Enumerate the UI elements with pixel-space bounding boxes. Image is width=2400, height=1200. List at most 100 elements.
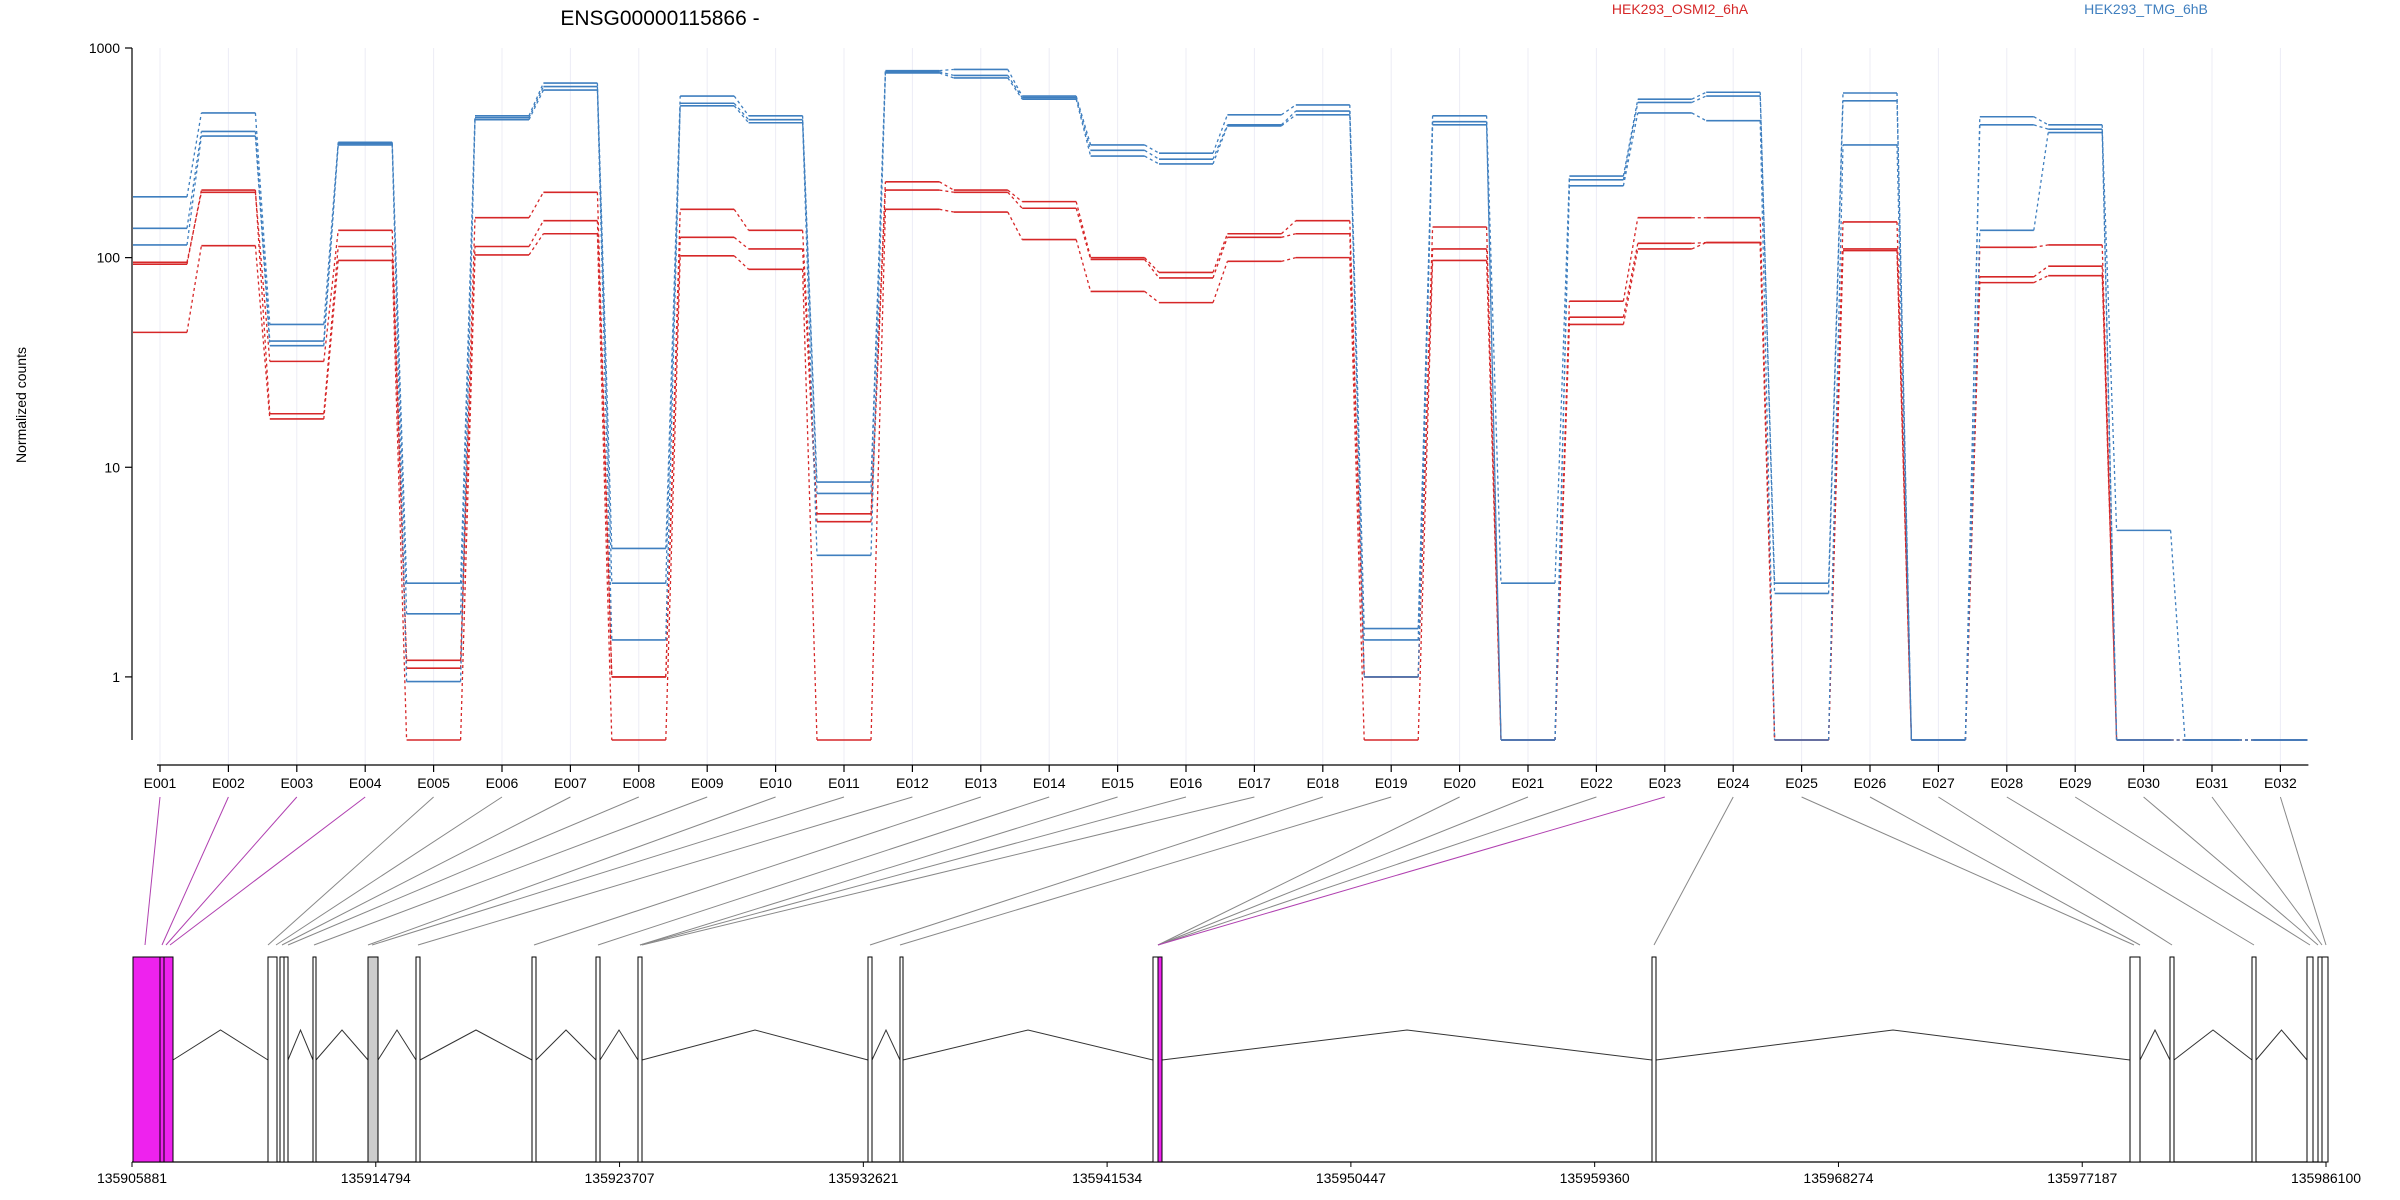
data-connector — [391, 144, 408, 682]
data-connector — [1281, 257, 1296, 262]
data-connector — [391, 246, 408, 669]
x-tick-label: E028 — [1990, 775, 2023, 791]
data-connector — [1691, 112, 1707, 122]
x-tick-label: E029 — [2059, 775, 2092, 791]
exon-box — [279, 956, 285, 1163]
data-connector — [2033, 244, 2049, 248]
x-tick-label: E007 — [554, 775, 587, 791]
data-connector — [1280, 220, 1297, 235]
x-tick-label: E011 — [828, 775, 860, 791]
data-connector — [596, 220, 613, 677]
intron-line — [377, 1029, 417, 1061]
data-connector — [939, 208, 954, 213]
intron-line — [535, 1029, 597, 1061]
data-connector — [254, 112, 271, 325]
data-connector — [528, 233, 544, 256]
exon-connector — [275, 796, 503, 946]
data-connector — [2033, 124, 2049, 130]
x-tick-label: E018 — [1306, 775, 1339, 791]
data-connector — [665, 255, 681, 741]
data-connector — [1964, 282, 1981, 741]
data-connector — [1144, 155, 1160, 165]
exon-box — [367, 956, 379, 1163]
exon-connector — [169, 796, 366, 946]
data-connector — [1281, 233, 1296, 238]
data-connector — [459, 246, 476, 669]
exon-connector — [1157, 796, 1665, 946]
x-tick-label: E020 — [1443, 775, 1476, 791]
data-connector — [2101, 129, 2118, 531]
data-connector — [459, 217, 476, 661]
data-connector — [459, 119, 476, 682]
x-tick-label: E023 — [1648, 775, 1681, 791]
data-connector — [1691, 241, 1707, 244]
exon-connector — [267, 796, 434, 946]
data-connector — [1896, 100, 1913, 741]
data-connector — [2169, 530, 2186, 741]
data-connector — [939, 181, 955, 191]
exon-box — [163, 956, 174, 1163]
x-tick-label: E005 — [417, 775, 450, 791]
data-connector — [733, 105, 750, 124]
data-connector — [1281, 104, 1297, 116]
x-tick-label: E008 — [622, 775, 655, 791]
data-connector — [254, 192, 271, 362]
exon-box — [267, 956, 278, 1163]
legend-label-osmi2: HEK293_OSMI2_6hA — [1612, 1, 1749, 17]
exon-connector — [1157, 796, 1529, 946]
series-group — [133, 70, 2308, 741]
exon-connector — [1653, 796, 1734, 946]
data-connector — [1212, 124, 1228, 160]
data-connector — [186, 245, 203, 333]
genomic-position-label: 135986100 — [2291, 1170, 2361, 1186]
data-connector — [1212, 261, 1229, 303]
data-connector — [596, 192, 613, 677]
data-connector — [1691, 241, 1707, 250]
intron-line — [419, 1029, 533, 1061]
exon-connector — [869, 796, 1323, 946]
data-connector — [1144, 149, 1160, 160]
exon-connector — [313, 796, 708, 946]
data-connector — [186, 112, 203, 197]
data-connector — [1075, 239, 1092, 292]
data-connector — [1144, 259, 1160, 279]
exon-connector — [161, 796, 229, 946]
exon-connector — [1938, 796, 2173, 946]
exon-connector — [287, 796, 639, 946]
exon-box — [283, 956, 289, 1163]
data-connector — [870, 209, 887, 741]
legend-label-tmg: HEK293_TMG_6hB — [2084, 1, 2208, 17]
data-connector — [1964, 276, 1981, 741]
data-connector — [186, 189, 203, 265]
x-tick-label: E004 — [349, 775, 382, 791]
data-connector — [254, 136, 271, 346]
x-tick-label: E015 — [1101, 775, 1134, 791]
data-connector — [528, 82, 544, 117]
data-connector — [733, 236, 750, 250]
data-connector — [1281, 114, 1297, 127]
data-connector — [1485, 260, 1502, 741]
genomic-position-label: 135923707 — [585, 1170, 655, 1186]
data-connector — [1554, 185, 1571, 741]
y-tick-label: 1000 — [89, 40, 120, 56]
intron-line — [871, 1028, 901, 1061]
data-connector — [939, 189, 954, 193]
exon-box — [867, 956, 873, 1163]
data-connector — [1759, 242, 1776, 741]
data-connector — [870, 190, 887, 522]
x-tick-label: E013 — [964, 775, 997, 791]
exon-box — [1651, 956, 1657, 1163]
data-connector — [323, 260, 339, 420]
exon-connector — [1157, 796, 1460, 946]
data-connector — [1622, 243, 1639, 318]
x-tick-label: E032 — [2264, 775, 2297, 791]
data-connector — [1075, 201, 1092, 258]
data-connector — [1622, 102, 1639, 180]
genomic-position-label: 135932621 — [828, 1170, 898, 1186]
x-tick-label: E006 — [486, 775, 519, 791]
data-connector — [1691, 91, 1707, 100]
intron-line — [2255, 1029, 2308, 1061]
exon-connector — [639, 796, 1187, 946]
intron-line — [2173, 1029, 2253, 1061]
data-connector — [1007, 191, 1023, 209]
